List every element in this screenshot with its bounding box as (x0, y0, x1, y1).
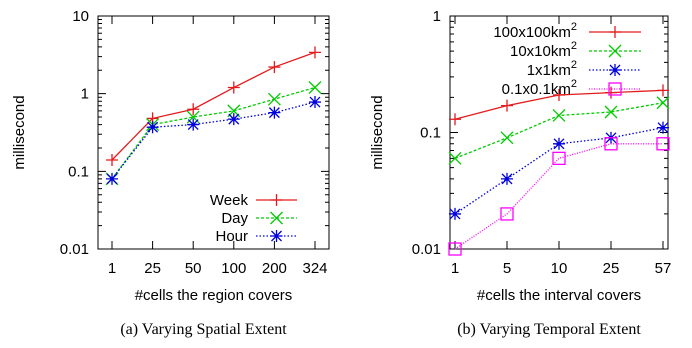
series-4 (448, 137, 670, 256)
y-axis-label: millisecond (369, 95, 386, 169)
legend-label-superscript: 2 (571, 59, 577, 71)
series-2 (448, 96, 670, 165)
legend-label: Week (210, 192, 249, 209)
data-point (553, 137, 565, 150)
series-3 (106, 96, 321, 185)
x-tick-label: 57 (655, 260, 672, 277)
caption: (b) Varying Temporal Extent (457, 321, 641, 338)
x-tick-label: 5 (503, 260, 511, 277)
data-point (187, 118, 200, 131)
legend-label: Hour (215, 228, 248, 245)
legend-label-superscript: 2 (571, 21, 577, 33)
data-point (448, 242, 462, 256)
series-line (111, 86, 316, 180)
data-point (657, 84, 669, 97)
legend-label: 10x10km2 (510, 40, 577, 60)
x-tick-label: 1 (451, 260, 459, 277)
y-tick-label: 0.01 (60, 241, 89, 258)
data-point (553, 88, 565, 101)
x-tick-label: 200 (262, 260, 287, 277)
y-tick-label: 1 (433, 8, 441, 25)
caption: (a) Varying Spatial Extent (120, 321, 287, 338)
x-axis-label: #cells the region covers (135, 287, 293, 304)
legend-label: 100x100km2 (493, 21, 577, 41)
legend-marker (609, 64, 621, 76)
data-point (309, 96, 321, 109)
series-line (111, 101, 316, 180)
data-point (268, 106, 281, 119)
data-point (309, 46, 321, 59)
data-point (501, 172, 513, 185)
x-tick-label: 25 (144, 260, 161, 277)
data-point (604, 137, 618, 151)
legend-marker (270, 194, 283, 206)
x-tick-label: 25 (603, 260, 620, 277)
data-point (552, 151, 566, 165)
legend-marker (270, 211, 283, 225)
x-tick-label: 10 (551, 260, 568, 277)
series-1 (106, 46, 321, 166)
data-point (227, 113, 240, 126)
y-tick-label: 10 (72, 8, 89, 25)
legend-label: Day (221, 210, 248, 227)
x-tick-label: 50 (185, 260, 202, 277)
legend-marker (608, 44, 622, 58)
y-tick-label: 0.01 (412, 241, 441, 258)
series-1 (449, 84, 669, 126)
legend-label: 1x1km2 (527, 59, 577, 79)
data-point (268, 61, 281, 74)
legend-label-superscript: 2 (571, 40, 577, 52)
legend-marker (609, 26, 621, 38)
data-point (227, 81, 240, 94)
data-point (501, 99, 513, 112)
x-tick-label: 100 (221, 260, 246, 277)
data-point (308, 81, 322, 94)
y-tick-label: 0.1 (420, 125, 441, 142)
legend-label: 0.1x0.1km2 (502, 78, 577, 98)
data-point (267, 92, 281, 106)
data-point (187, 103, 200, 116)
data-point (500, 131, 514, 145)
x-tick-label: 1 (108, 260, 116, 277)
data-point (657, 121, 669, 134)
data-point (448, 151, 462, 165)
y-tick-label: 0.1 (68, 163, 89, 180)
x-tick-label: 324 (302, 260, 327, 277)
plot-frame (97, 15, 330, 250)
chart-a: 0.01 0.1 1 10 1 25 50 100 200 324 #cells the regio… (11, 8, 330, 338)
x-axis-label: #cells the interval covers (477, 287, 641, 304)
data-point (604, 105, 618, 119)
data-point (656, 96, 670, 110)
data-point (449, 113, 461, 126)
data-point (106, 153, 118, 166)
data-point (106, 172, 118, 185)
chart-b: 0.01 0.1 1 1 5 10 25 57 #cells the interval cove… (369, 8, 671, 338)
data-point (449, 207, 461, 220)
series-line (111, 51, 316, 161)
legend-marker (270, 230, 283, 242)
data-point (146, 121, 159, 134)
y-axis-label: millisecond (11, 95, 28, 169)
data-point (605, 86, 617, 99)
legend-label-superscript: 2 (571, 78, 577, 90)
series-3 (449, 121, 669, 220)
data-point (656, 137, 670, 151)
y-tick-label: 1 (81, 86, 89, 103)
data-point (500, 207, 514, 221)
legend-marker (608, 82, 622, 96)
data-point (552, 109, 566, 122)
series-line (454, 143, 663, 250)
